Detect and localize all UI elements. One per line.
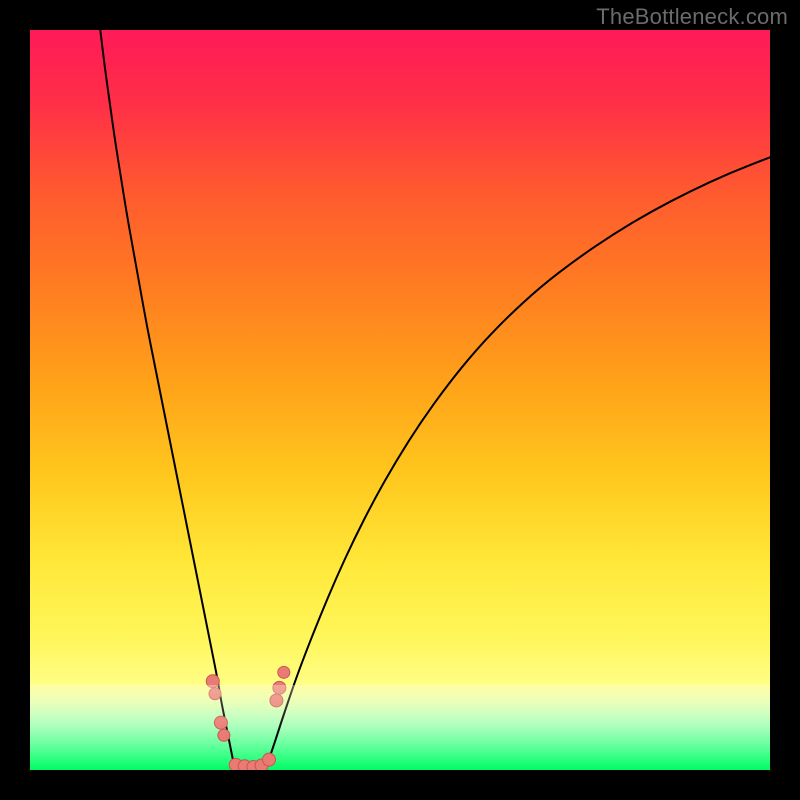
curve-left-limb (100, 30, 235, 769)
datapoint (273, 681, 286, 694)
datapoint (209, 688, 221, 700)
plot-area (30, 30, 770, 770)
datapoint (270, 694, 283, 707)
datapoint (218, 729, 230, 741)
datapoint (278, 666, 290, 678)
watermark-text: TheBottleneck.com (596, 4, 788, 30)
datapoint (206, 675, 219, 688)
datapoint (214, 716, 227, 729)
datapoint-cluster (206, 666, 290, 770)
chart-frame: TheBottleneck.com (0, 0, 800, 800)
bottleneck-curve (30, 30, 770, 770)
datapoint (263, 753, 276, 766)
curve-right-limb (265, 157, 770, 768)
